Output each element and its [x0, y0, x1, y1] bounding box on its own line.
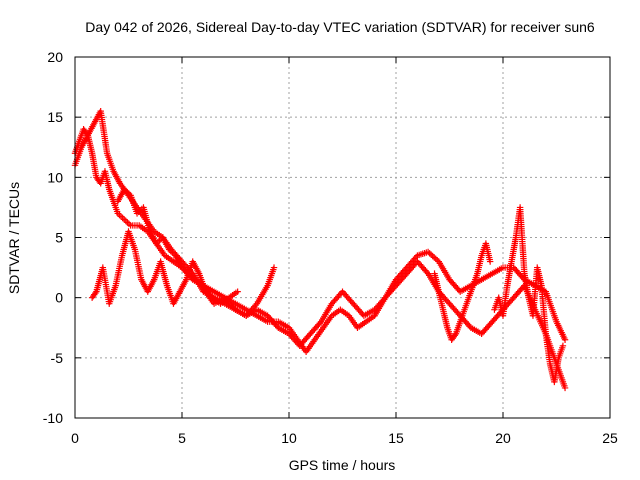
data-point — [424, 248, 432, 256]
grid — [75, 57, 610, 418]
data-point — [92, 289, 99, 297]
x-tick-label: 20 — [495, 430, 511, 446]
data-point — [125, 220, 133, 228]
data-point — [561, 336, 569, 343]
axis-ticks: 0 5 10 15 20 25 -10 -5 0 5 10 15 20 — [43, 49, 618, 446]
x-tick-label: 15 — [388, 430, 404, 446]
x-axis-label: GPS time / hours — [289, 457, 396, 473]
data-point — [316, 320, 323, 327]
y-tick-label: 10 — [47, 169, 63, 185]
data-points — [71, 107, 569, 392]
data-point — [451, 332, 459, 339]
data-point — [486, 258, 494, 265]
y-axis-label: SDTVAR / TECUs — [6, 182, 22, 294]
data-point — [117, 213, 125, 220]
data-point — [252, 301, 259, 309]
data-point — [121, 216, 128, 223]
data-point — [561, 384, 569, 392]
data-point — [423, 268, 430, 276]
chart-title: Day 042 of 2026, Sidereal Day-to-day VTE… — [85, 19, 595, 35]
data-point — [559, 342, 567, 349]
data-point — [426, 250, 433, 257]
y-tick-label: -10 — [43, 410, 63, 426]
data-point — [124, 219, 131, 226]
data-point — [427, 251, 435, 258]
x-tick-label: 5 — [178, 430, 186, 446]
y-tick-label: 15 — [47, 109, 63, 125]
x-tick-label: 10 — [281, 430, 297, 446]
data-point — [432, 255, 439, 263]
x-tick-label: 25 — [602, 430, 618, 446]
data-point — [122, 217, 130, 225]
data-point — [270, 264, 278, 271]
data-point — [429, 252, 436, 260]
y-tick-label: 20 — [47, 49, 63, 65]
data-point — [119, 214, 126, 222]
y-tick-label: 5 — [55, 230, 63, 246]
data-point — [431, 254, 438, 261]
y-tick-label: -5 — [51, 350, 64, 366]
data-point — [234, 288, 241, 295]
y-tick-label: 0 — [55, 290, 63, 306]
x-tick-label: 0 — [71, 430, 79, 446]
